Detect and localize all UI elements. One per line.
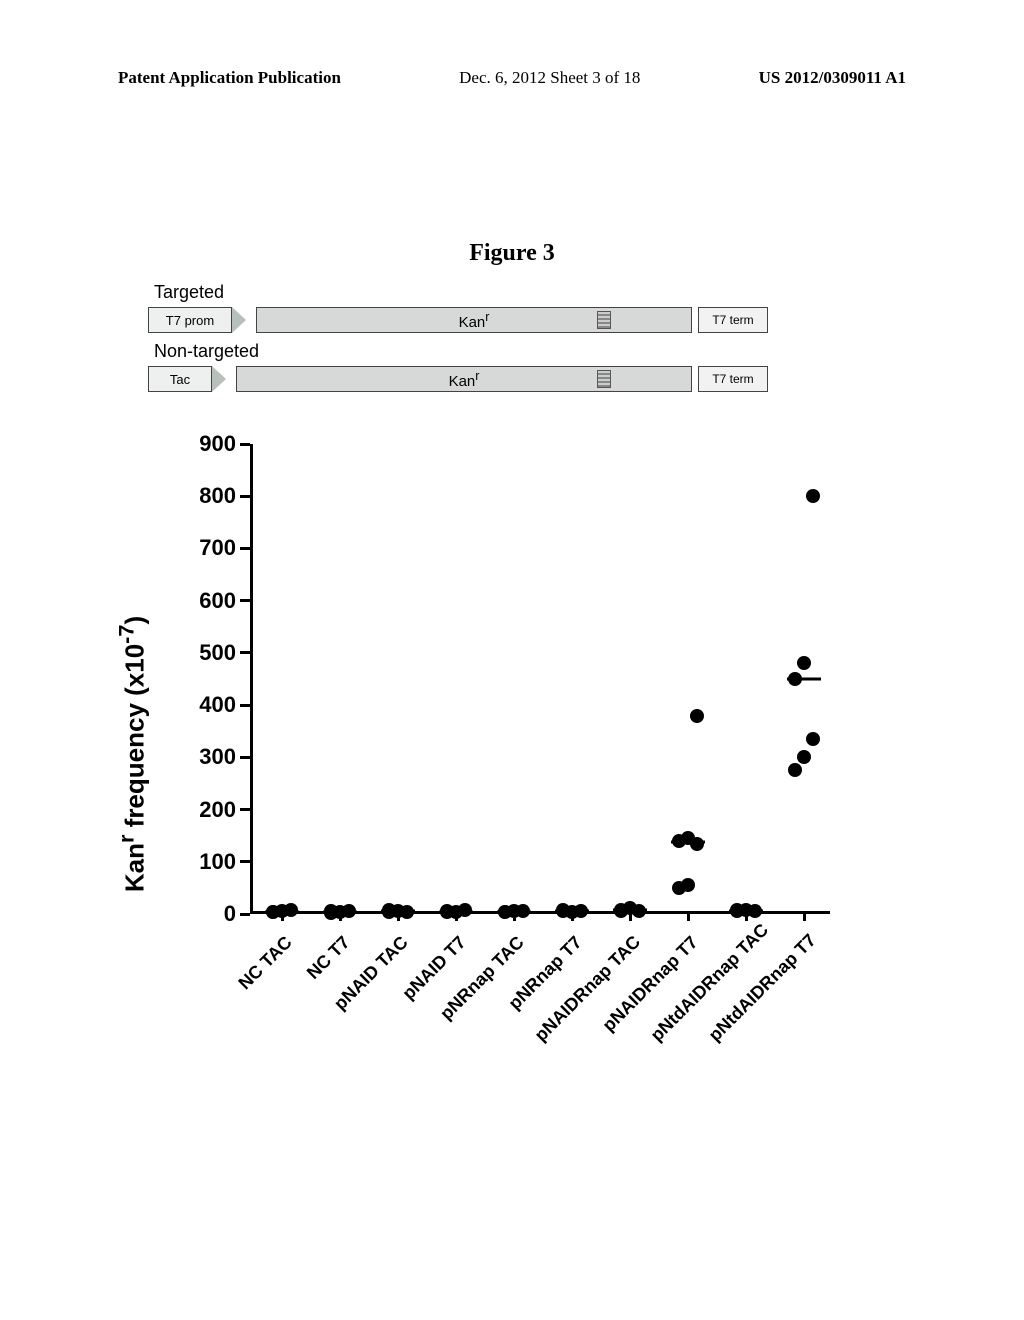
median-line [323,910,357,913]
y-tick [240,704,250,707]
data-point [797,656,811,670]
y-tick-label: 300 [188,744,236,770]
median-line [497,910,531,913]
gene-label: Kanr [449,369,480,390]
x-tick-label: pNAID TAC [299,932,413,1046]
page-header: Patent Application Publication Dec. 6, 2… [0,68,1024,88]
y-tick [240,443,250,446]
x-tick [803,911,806,921]
t7-terminator-box: T7 term [698,366,768,392]
kan-gene-box: Kanr [256,307,692,333]
kan-gene-box: Kanr [236,366,692,392]
x-tick-label: pNtdAIDRnap TAC [647,932,761,1046]
y-tick [240,599,250,602]
promoter-arrow-icon [212,366,226,392]
median-line [671,840,705,843]
y-tick-label: 100 [188,849,236,875]
data-point [806,732,820,746]
plot-area [250,444,830,914]
x-tick-label: pNRnap TAC [415,932,529,1046]
stop-codon-marker [597,311,611,329]
header-left: Patent Application Publication [118,68,341,88]
median-line [555,910,589,913]
y-tick-label: 200 [188,797,236,823]
y-tick-label: 500 [188,640,236,666]
data-point [806,489,820,503]
data-point [690,709,704,723]
scatter-chart: Kanr frequency (x10-7) 01002003004005006… [140,424,880,1084]
y-tick [240,547,250,550]
x-tick-label: pNtdAIDRnap T7 [705,932,819,1046]
y-tick [240,495,250,498]
y-tick-label: 900 [188,431,236,457]
x-tick-label: pNAIDRnap T7 [589,932,703,1046]
y-tick [240,756,250,759]
y-tick [240,860,250,863]
y-tick [240,808,250,811]
header-right: US 2012/0309011 A1 [759,68,906,88]
y-tick-label: 400 [188,692,236,718]
x-tick-label: NC T7 [241,932,355,1046]
median-line [381,910,415,913]
tac-promoter-box: Tac [148,366,212,392]
t7-terminator-box: T7 term [698,307,768,333]
median-line [265,910,299,913]
header-center: Dec. 6, 2012 Sheet 3 of 18 [459,68,640,88]
x-tick-label: pNAID T7 [357,932,471,1046]
targeted-construct: T7 prom Kanr T7 term [148,305,768,335]
y-axis-label: Kanr frequency (x10-7) [114,616,151,892]
x-tick-label: pNAIDRnap TAC [531,932,645,1046]
stop-codon-marker [597,370,611,388]
promoter-arrow-icon [232,307,246,333]
y-tick-label: 0 [188,901,236,927]
x-tick-label: pNRnap T7 [473,932,587,1046]
x-tick-label: NC TAC [183,932,297,1046]
y-tick [240,913,250,916]
x-tick [687,911,690,921]
gene-constructs-diagram: Targeted T7 prom Kanr T7 term Non-target… [148,282,768,400]
nontargeted-construct: Tac Kanr T7 term [148,364,768,394]
data-point [788,763,802,777]
nontargeted-label: Non-targeted [154,341,768,362]
data-point [681,878,695,892]
median-line [787,678,821,681]
y-tick-label: 800 [188,483,236,509]
median-line [439,910,473,913]
median-line [613,909,647,912]
targeted-label: Targeted [154,282,768,303]
y-tick-label: 600 [188,588,236,614]
gene-label: Kanr [459,310,490,331]
figure-title: Figure 3 [0,240,1024,267]
y-tick-label: 700 [188,535,236,561]
data-point [797,750,811,764]
t7-promoter-box: T7 prom [148,307,232,333]
y-tick [240,651,250,654]
median-line [729,909,763,912]
